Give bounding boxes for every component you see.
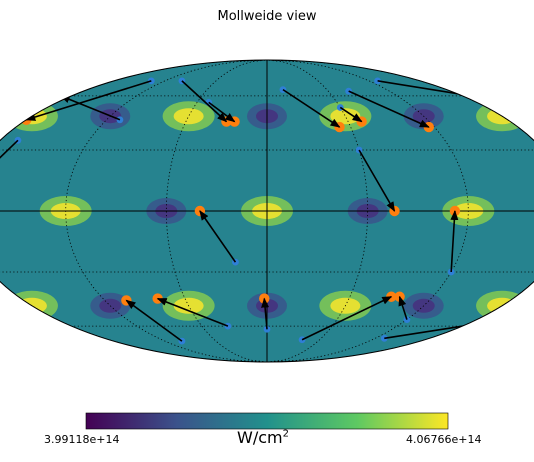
arrow (523, 295, 534, 324)
arrow (156, 297, 229, 327)
arrow-start-dot (44, 83, 52, 91)
arrow-start-dot (24, 322, 32, 330)
arrow (282, 88, 341, 128)
map-axes (0, 60, 534, 362)
arrow (348, 90, 430, 128)
arrow (0, 91, 7, 123)
arrow (208, 101, 236, 123)
colorbar-max-label: 4.06766e+14 (406, 433, 482, 446)
arrow (515, 82, 534, 126)
arrow (450, 210, 459, 273)
arrow (358, 149, 396, 212)
arrow (398, 295, 408, 320)
arrow (0, 297, 23, 321)
colorbar-unit-label: W/cm2 (237, 428, 289, 447)
arrow (181, 80, 228, 123)
arrow (199, 210, 237, 263)
arrow (0, 139, 19, 212)
map-outline (0, 59, 534, 363)
arrow-start-dot (483, 334, 491, 342)
arrow-start-dot (18, 316, 26, 323)
arrow-start-dot (450, 77, 458, 85)
arrow-start-dot (2, 89, 10, 97)
arrow (301, 296, 393, 341)
sky-map (0, 60, 534, 362)
arrow (0, 299, 29, 327)
colorbar-unit-exponent: 2 (282, 428, 289, 440)
arrow (261, 297, 270, 330)
arrow-end-dot (334, 121, 345, 133)
colorbar-unit-base: W/cm (237, 428, 283, 447)
colorbar (85, 412, 449, 430)
bright-region-core (173, 108, 204, 125)
arrow (25, 80, 152, 121)
chart-title: Mollweide view (217, 9, 317, 24)
arrow-start-dot (224, 322, 232, 330)
arrow (339, 106, 363, 123)
arrow (59, 95, 121, 121)
colorbar-min-label: 3.99118e+14 (44, 433, 120, 446)
arrow-start-dot (512, 80, 520, 88)
arrow (125, 299, 183, 342)
